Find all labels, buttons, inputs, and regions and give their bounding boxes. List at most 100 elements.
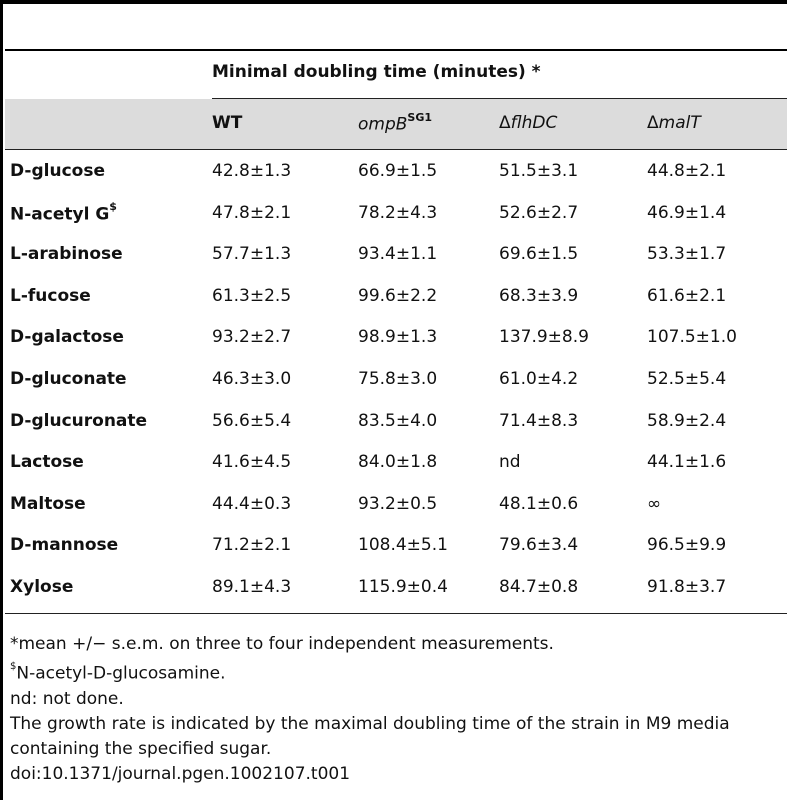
cell-ompb: 93.2±0.5 bbox=[358, 493, 438, 514]
row-label-text: D-mannose bbox=[10, 535, 119, 556]
row-label: N-acetyl G$ bbox=[10, 199, 117, 225]
cell-malt: 58.9±2.4 bbox=[647, 410, 727, 431]
row-label: D-mannose bbox=[10, 535, 118, 555]
table-row: D-gluconate 46.3±3.0 75.8±3.0 61.0±4.2 52.5±… bbox=[0, 360, 787, 402]
cell-malt: 52.5±5.4 bbox=[647, 368, 727, 389]
table-footnotes: *mean +/− s.e.m. on three to four indepe… bbox=[10, 632, 785, 787]
row-label: D-glucuronate bbox=[10, 411, 147, 431]
cell-wt: 71.2±2.1 bbox=[212, 535, 292, 556]
column-header-wt: WT bbox=[212, 113, 243, 133]
cell-malt: 107.5±1.0 bbox=[647, 327, 737, 348]
column-header-flhdc: ΔflhDC bbox=[499, 113, 557, 133]
row-label: Lactose bbox=[10, 452, 84, 472]
delta-symbol: Δ bbox=[647, 113, 659, 133]
footnote-symbol: $ bbox=[10, 661, 17, 672]
row-label-text: L-fucose bbox=[10, 285, 91, 306]
cell-wt: 47.8±2.1 bbox=[212, 202, 292, 223]
table-row: N-acetyl G$ 47.8±2.1 78.2±4.3 52.6±2.7 46.9±… bbox=[0, 194, 787, 236]
cell-ompb: 75.8±3.0 bbox=[358, 368, 438, 389]
cell-malt: 44.8±2.1 bbox=[647, 161, 727, 181]
cell-flhdc: nd bbox=[499, 452, 521, 473]
cell-flhdc: 69.6±1.5 bbox=[499, 244, 579, 265]
column-header-ompb-sup: SG1 bbox=[407, 111, 433, 124]
cell-ompb: 84.0±1.8 bbox=[358, 452, 438, 473]
column-header-ompb: ompBSG1 bbox=[358, 111, 433, 135]
cell-wt: 56.6±5.4 bbox=[212, 410, 292, 431]
top-rule bbox=[0, 0, 787, 4]
footnote-nd: nd: not done. bbox=[10, 688, 124, 709]
cell-wt: 61.3±2.5 bbox=[212, 285, 292, 306]
column-header-flhdc-name: flhDC bbox=[510, 113, 558, 133]
table-row: L-arabinose 57.7±1.3 93.4±1.1 69.6±1.5 53.3±… bbox=[0, 235, 787, 277]
column-header-band bbox=[5, 99, 787, 149]
cell-malt: 44.1±1.6 bbox=[647, 452, 727, 473]
column-header-ompb-name: ompB bbox=[358, 114, 408, 135]
table-row: D-galactose 93.2±2.7 98.9±1.3 137.9±8.9 107.… bbox=[0, 318, 787, 360]
footnote-nacetyl: $N-acetyl-D-glucosamine. bbox=[10, 657, 785, 687]
cell-flhdc: 68.3±3.9 bbox=[499, 285, 579, 306]
cell-flhdc: 79.6±3.4 bbox=[499, 535, 579, 556]
cell-wt: 93.2±2.7 bbox=[212, 327, 292, 348]
cell-flhdc: 48.1±0.6 bbox=[499, 493, 579, 514]
cell-wt: 41.6±4.5 bbox=[212, 452, 292, 473]
footnote-growth-rate: The growth rate is indicated by the maxi… bbox=[10, 713, 730, 759]
header-rule bbox=[5, 49, 787, 51]
table-row: D-glucose 42.8±1.3 66.9±1.5 51.5±3.1 44.8±2.… bbox=[0, 152, 787, 194]
cell-flhdc: 61.0±4.2 bbox=[499, 368, 579, 389]
row-label: L-arabinose bbox=[10, 244, 123, 264]
column-header-malt-name: malT bbox=[658, 113, 701, 133]
row-label: D-gluconate bbox=[10, 369, 127, 389]
cell-wt: 57.7±1.3 bbox=[212, 244, 292, 265]
cell-wt: 46.3±3.0 bbox=[212, 368, 292, 389]
table-row: D-mannose 71.2±2.1 108.4±5.1 79.6±3.4 96.5±9… bbox=[0, 526, 787, 568]
row-label-text: D-glucose bbox=[10, 161, 105, 181]
row-label-text: Maltose bbox=[10, 493, 86, 514]
cell-flhdc: 51.5±3.1 bbox=[499, 161, 579, 181]
row-label-text: Lactose bbox=[10, 452, 84, 473]
cell-ompb: 115.9±0.4 bbox=[358, 576, 448, 597]
left-border bbox=[0, 0, 3, 800]
column-header-bottom-rule bbox=[5, 149, 787, 150]
cell-ompb: 78.2±4.3 bbox=[358, 202, 438, 223]
footnote-mean: *mean +/− s.e.m. on three to four indepe… bbox=[10, 634, 554, 654]
cell-wt: 89.1±4.3 bbox=[212, 576, 292, 597]
column-header-malt: ΔmalT bbox=[647, 113, 701, 133]
cell-wt: 44.4±0.3 bbox=[212, 493, 292, 514]
row-label: L-fucose bbox=[10, 286, 91, 306]
cell-ompb: 108.4±5.1 bbox=[358, 535, 448, 556]
footnote-nacetyl-text: N-acetyl-D-glucosamine. bbox=[16, 663, 226, 684]
table-row: Maltose 44.4±0.3 93.2±0.5 48.1±0.6 ∞ bbox=[0, 485, 787, 527]
row-label-text: N-acetyl G bbox=[10, 204, 110, 225]
cell-ompb: 93.4±1.1 bbox=[358, 244, 438, 265]
row-label-text: L-arabinose bbox=[10, 244, 123, 265]
cell-flhdc: 137.9±8.9 bbox=[499, 327, 589, 348]
row-label: Maltose bbox=[10, 494, 86, 514]
cell-malt: 61.6±2.1 bbox=[647, 285, 727, 306]
row-label-footnote-symbol: $ bbox=[109, 199, 117, 213]
table-body: D-glucose 42.8±1.3 66.9±1.5 51.5±3.1 44.8±2.… bbox=[0, 152, 787, 610]
cell-malt: 96.5±9.9 bbox=[647, 535, 727, 556]
cell-wt: 42.8±1.3 bbox=[212, 161, 292, 181]
cell-flhdc: 71.4±8.3 bbox=[499, 410, 579, 431]
cell-ompb: 66.9±1.5 bbox=[358, 161, 438, 181]
table-row: L-fucose 61.3±2.5 99.6±2.2 68.3±3.9 61.6±2.1 bbox=[0, 277, 787, 319]
cell-ompb: 99.6±2.2 bbox=[358, 285, 438, 306]
table-row: D-glucuronate 56.6±5.4 83.5±4.0 71.4±8.3 58.… bbox=[0, 402, 787, 444]
row-label-text: D-galactose bbox=[10, 327, 124, 348]
row-label: D-glucose bbox=[10, 161, 105, 181]
cell-flhdc: 52.6±2.7 bbox=[499, 202, 579, 223]
cell-malt: 53.3±1.7 bbox=[647, 244, 727, 265]
cell-ompb: 98.9±1.3 bbox=[358, 327, 438, 348]
table-row: Xylose 89.1±4.3 115.9±0.4 84.7±0.8 91.8±3.7 bbox=[0, 568, 787, 610]
footnote-doi: doi:10.1371/journal.pgen.1002107.t001 bbox=[10, 763, 351, 784]
group-header: Minimal doubling time (minutes) * bbox=[212, 62, 541, 82]
row-label: Xylose bbox=[10, 577, 73, 597]
table-bottom-rule bbox=[5, 613, 787, 614]
cell-ompb: 83.5±4.0 bbox=[358, 410, 438, 431]
row-label-text: D-glucuronate bbox=[10, 410, 148, 431]
row-label-text: D-gluconate bbox=[10, 368, 127, 389]
group-header-underline bbox=[212, 98, 787, 99]
cell-malt: 91.8±3.7 bbox=[647, 576, 727, 597]
row-label: D-galactose bbox=[10, 327, 124, 347]
cell-flhdc: 84.7±0.8 bbox=[499, 576, 579, 597]
